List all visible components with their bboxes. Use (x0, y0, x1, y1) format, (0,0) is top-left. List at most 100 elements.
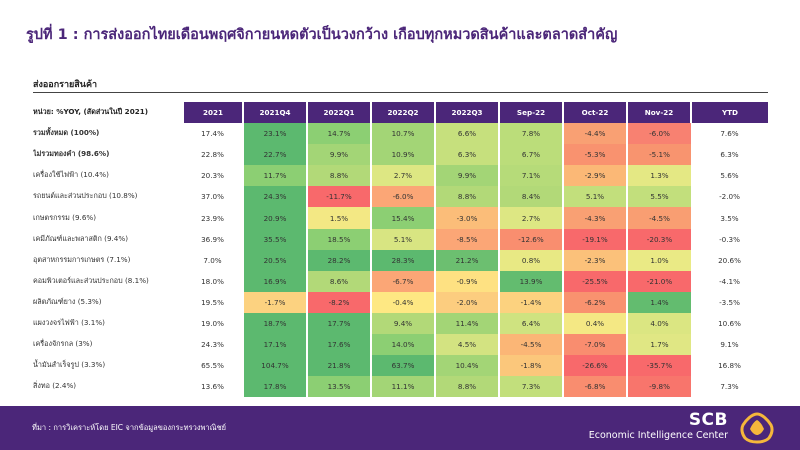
heatmap-cell: 9.9% (306, 144, 371, 166)
heatmap-cell: 9.4% (370, 312, 435, 335)
heatmap-cell: -4.3% (562, 207, 627, 229)
row-label: รถยนต์และส่วนประกอบ (10.8%) (33, 191, 138, 201)
heatmap-cell: 17.1% (242, 334, 307, 356)
value-cell-ytd: -4.1% (719, 276, 740, 286)
logo-name: SCB (688, 410, 728, 430)
row-label: ผลิตภัณฑ์ยาง (5.3%) (33, 296, 102, 306)
value-cell-ytd: 7.3% (720, 382, 739, 392)
heatmap-cell: 10.7% (370, 123, 435, 145)
value-cell-2021: 22.8% (201, 150, 224, 160)
heatmap-cell: -25.5% (562, 270, 627, 292)
heatmap-cell: 10.4% (434, 355, 499, 377)
heatmap-cell: -6.0% (626, 123, 691, 145)
column-header-oct-22: Oct-22 (562, 102, 627, 124)
heatmap-cell: -6.7% (370, 270, 435, 292)
heatmap-cell: 21.8% (306, 355, 371, 377)
table-unit-label: หน่วย: %YOY, (สัดส่วนในปี 2021) (33, 107, 148, 117)
heatmap-cell: 0.4% (562, 312, 627, 335)
row-label: เครื่องจักรกล (3%) (33, 339, 93, 349)
export-growth-table: หน่วย: %YOY, (สัดส่วนในปี 2021) 2021 202… (33, 102, 768, 398)
heatmap-cell: 8.4% (498, 186, 563, 208)
heatmap-cell: 28.2% (306, 249, 371, 271)
heatmap-cell: 17.7% (306, 312, 371, 335)
heatmap-cell: 24.3% (242, 186, 307, 208)
heatmap-cell: 1.5% (306, 207, 371, 229)
heatmap-cell: 21.2% (434, 249, 499, 271)
heatmap-cell: -20.3% (626, 228, 691, 250)
heatmap-cell: 7.1% (498, 165, 563, 187)
heatmap-cell: 8.8% (306, 165, 371, 187)
heatmap-cell: 1.7% (626, 334, 691, 356)
heatmap-cell: -35.7% (626, 355, 691, 377)
heatmap-cell: -1.4% (498, 291, 563, 313)
heatmap-cell: 6.3% (434, 144, 499, 166)
heatmap-cell: 1.4% (626, 291, 691, 313)
table-row: รถยนต์และส่วนประกอบ (10.8%) 37.0% 24.3% -11… (33, 186, 768, 208)
heatmap-cell: -6.8% (562, 376, 627, 398)
heatmap-cell: 6.4% (498, 312, 563, 335)
table-row: สิ่งทอ (2.4%) 13.6% 17.8% 13.5% 11.1% 8.8% 7.3… (33, 376, 768, 398)
heatmap-cell: -2.3% (562, 249, 627, 271)
heatmap-cell: 4.5% (434, 334, 499, 356)
column-header-nov-22: Nov-22 (626, 102, 691, 124)
heatmap-cell: -21.0% (626, 270, 691, 292)
heatmap-cell: -6.2% (562, 291, 627, 313)
row-label: สิ่งทอ (2.4%) (33, 381, 77, 391)
heatmap-cell: 1.3% (626, 165, 691, 187)
heatmap-cell: -3.0% (434, 207, 499, 229)
column-header-2021q4: 2021Q4 (242, 102, 307, 124)
heatmap-cell: 4.0% (626, 312, 691, 335)
heatmap-cell: 17.6% (306, 334, 371, 356)
heatmap-cell: 20.9% (242, 207, 307, 229)
value-cell-ytd: 6.3% (720, 150, 739, 160)
heatmap-cell: -8.2% (306, 291, 371, 313)
value-cell-ytd: 16.8% (718, 361, 741, 371)
value-cell-2021: 19.5% (201, 297, 224, 307)
value-cell-ytd: -3.5% (719, 297, 740, 307)
row-label: คอมพิวเตอร์และส่วนประกอบ (8.1%) (33, 275, 149, 285)
heatmap-cell: -8.5% (434, 228, 499, 250)
row-label: เครื่องใช้ไฟฟ้า (10.4%) (33, 170, 109, 180)
heatmap-cell: -4.5% (626, 207, 691, 229)
logo-text: SCB Economic Intelligence Center (589, 411, 728, 442)
table-body: รวมทั้งหมด (100%) 17.4% 23.1% 14.7% 10.7% 6.6… (33, 123, 768, 398)
heatmap-cell: -1.8% (498, 355, 563, 377)
heatmap-cell: 2.7% (370, 165, 435, 187)
heatmap-cell: 14.0% (370, 334, 435, 356)
table-row: เครื่องใช้ไฟฟ้า (10.4%) 20.3% 11.7% 8.8% 2.7… (33, 165, 768, 187)
section-divider (33, 92, 768, 93)
value-cell-ytd: 5.6% (720, 171, 739, 181)
heatmap-cell: 11.7% (242, 165, 307, 187)
table-row: ผลิตภัณฑ์ยาง (5.3%) 19.5% -1.7% -8.2% -0.4% -… (33, 291, 768, 313)
scb-emblem-icon (740, 412, 774, 444)
column-header-2022q3: 2022Q3 (434, 102, 499, 124)
page-title: รูปที่ 1 : การส่งออกไทยเดือนพฤศจิกายนหดต… (26, 27, 618, 43)
heatmap-cell: -5.3% (562, 144, 627, 166)
value-cell-ytd: 10.6% (718, 318, 741, 328)
heatmap-cell: 14.7% (306, 123, 371, 145)
value-cell-2021: 17.4% (201, 129, 224, 139)
value-cell-2021: 20.3% (201, 171, 224, 181)
heatmap-cell: -11.7% (306, 186, 371, 208)
value-cell-ytd: 20.6% (718, 255, 741, 265)
heatmap-cell: 15.4% (370, 207, 435, 229)
heatmap-cell: 1.0% (626, 249, 691, 271)
row-label: รวมทั้งหมด (100%) (33, 128, 100, 138)
value-cell-ytd: -2.0% (719, 192, 740, 202)
heatmap-cell: 6.7% (498, 144, 563, 166)
heatmap-cell: -2.0% (434, 291, 499, 313)
table-row: แผงวงจรไฟฟ้า (3.1%) 19.0% 18.7% 17.7% 9.4% 11… (33, 312, 768, 335)
column-header-2022q2: 2022Q2 (370, 102, 435, 124)
heatmap-cell: 0.8% (498, 249, 563, 271)
column-header-sep-22: Sep-22 (498, 102, 563, 124)
heatmap-cell: 13.5% (306, 376, 371, 398)
heatmap-cell: 7.8% (498, 123, 563, 145)
heatmap-cell: 5.5% (626, 186, 691, 208)
value-cell-ytd: 9.1% (720, 340, 739, 350)
heatmap-cell: 10.9% (370, 144, 435, 166)
value-cell-2021: 37.0% (201, 192, 224, 202)
heatmap-cell: -7.0% (562, 334, 627, 356)
table-row: ไม่รวมทองคำ (98.6%) 22.8% 22.7% 9.9% 10.9% 6.… (33, 144, 768, 166)
table-row: เคมีภัณฑ์และพลาสติก (9.4%) 36.9% 35.5% 18.5… (33, 228, 768, 250)
heatmap-cell: 104.7% (242, 355, 307, 377)
